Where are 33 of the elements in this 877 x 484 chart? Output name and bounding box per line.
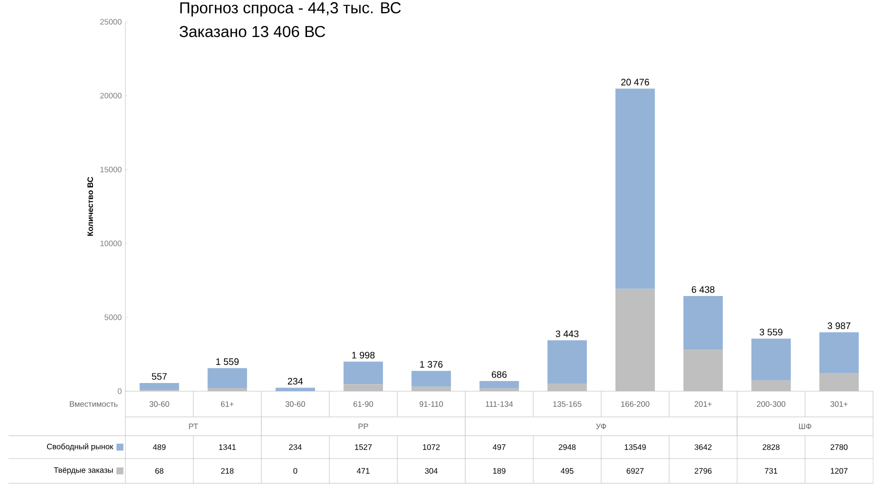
chart-subtitle: Заказано 13 406 ВС [180, 26, 326, 38]
bar [819, 374, 859, 392]
bar [276, 388, 315, 392]
bar [819, 332, 859, 374]
total-label: 3 443 [556, 330, 579, 338]
bar [615, 88, 655, 290]
total-label: 234 [288, 378, 303, 385]
bar [208, 388, 248, 392]
bar [344, 362, 383, 384]
bar [479, 388, 519, 392]
bar [208, 368, 248, 388]
bar [751, 338, 791, 381]
bar [412, 371, 451, 387]
total-label: 6 438 [692, 286, 714, 294]
total-label: 1 998 [352, 352, 375, 359]
total-label: 557 [152, 373, 167, 380]
bar [479, 381, 519, 389]
bar [547, 384, 587, 392]
total-label: 1 376 [420, 361, 443, 368]
chart-title: Прогноз спроса - 44,3 тыс. ВС [180, 2, 401, 17]
bar [412, 386, 451, 392]
total-label: 20 476 [621, 79, 650, 86]
total-label: 1 559 [216, 358, 239, 366]
bar [751, 380, 791, 392]
bar [547, 340, 587, 384]
bar [140, 383, 180, 390]
total-label: 3 559 [760, 328, 782, 336]
bar [683, 296, 723, 350]
total-label: 3 987 [828, 322, 850, 330]
bar [615, 289, 655, 392]
bar [344, 384, 383, 392]
bar [683, 350, 723, 392]
total-label: 686 [492, 371, 507, 378]
